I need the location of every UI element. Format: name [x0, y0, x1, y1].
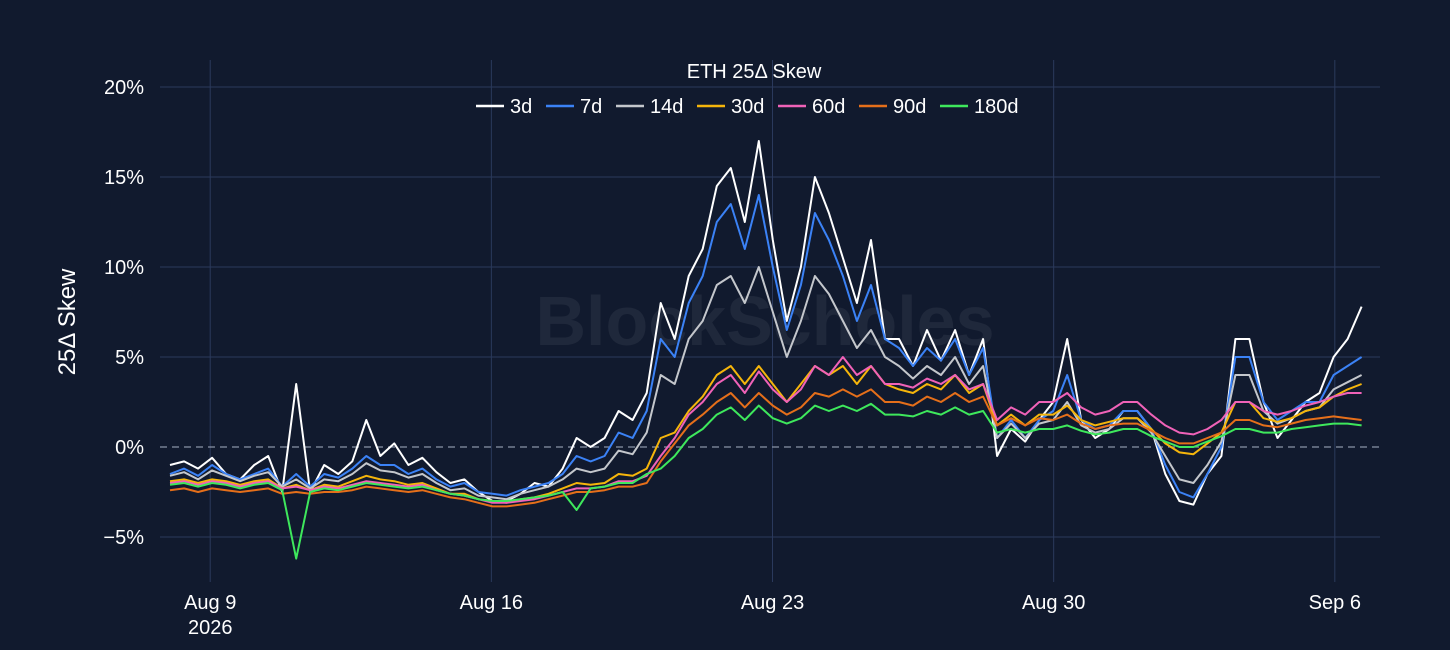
series-line-60d — [169, 356, 1362, 504]
x-axis-ticks: Aug 9 2026 Aug 16 Aug 23 Aug 30 Sep 6 — [184, 592, 1361, 639]
y-tick-label: 0% — [115, 437, 144, 459]
legend-item-14d[interactable]: 14d — [616, 96, 683, 118]
y-tick-label: 10% — [104, 257, 144, 279]
series-line-180d — [169, 402, 1362, 560]
x-tick-label: Aug 30 — [1022, 592, 1085, 614]
legend-label: 180d — [974, 96, 1019, 118]
series-line-30d — [169, 365, 1362, 504]
chart-title: ETH 25Δ Skew — [687, 61, 822, 83]
legend-item-90d[interactable]: 90d — [859, 96, 926, 118]
legend-item-30d[interactable]: 30d — [697, 96, 764, 118]
x-tick-label: Sep 6 — [1309, 592, 1361, 614]
watermark-text: BlockScholes — [535, 282, 994, 360]
legend-item-3d[interactable]: 3d — [476, 96, 532, 118]
x-tick-label: Aug 16 — [460, 592, 523, 614]
x-tick-label: Aug 23 — [741, 592, 804, 614]
legend-item-7d[interactable]: 7d — [546, 96, 602, 118]
y-tick-label: 20% — [104, 77, 144, 99]
y-tick-label: 15% — [104, 167, 144, 189]
series-lines — [169, 140, 1363, 560]
x-tick-sublabel: 2026 — [188, 617, 233, 639]
legend-label: 7d — [580, 96, 602, 118]
y-axis-title: 25Δ Skew — [54, 268, 81, 375]
legend-item-180d[interactable]: 180d — [940, 96, 1019, 118]
x-tick-label: Aug 9 — [184, 592, 236, 614]
legend-label: 60d — [812, 96, 845, 118]
y-tick-label: −5% — [103, 527, 144, 549]
series-line-3d — [169, 140, 1363, 506]
series-line-14d — [169, 266, 1363, 501]
series-line-90d — [169, 388, 1362, 508]
legend[interactable]: 3d 7d 14d 30d 60d 90d 180d — [476, 96, 1019, 118]
y-tick-label: 5% — [115, 347, 144, 369]
legend-label: 30d — [731, 96, 764, 118]
legend-item-60d[interactable]: 60d — [778, 96, 845, 118]
series-line-7d — [169, 194, 1363, 499]
y-axis-ticks: −5% 0% 5% 10% 15% 20% — [103, 77, 144, 549]
legend-label: 3d — [510, 96, 532, 118]
legend-label: 14d — [650, 96, 683, 118]
grid — [160, 60, 1380, 582]
legend-label: 90d — [893, 96, 926, 118]
